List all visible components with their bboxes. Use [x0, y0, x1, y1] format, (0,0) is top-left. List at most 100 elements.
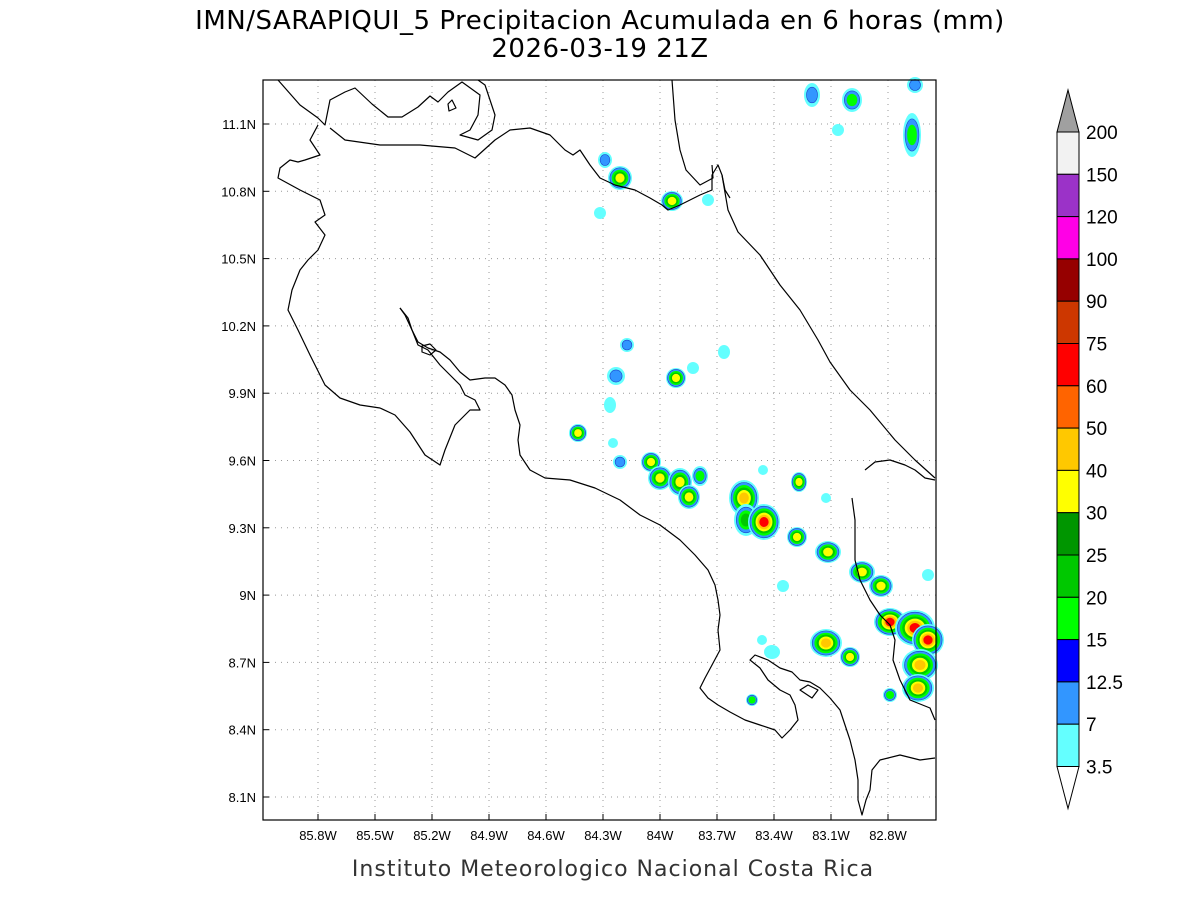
precip-cell — [832, 124, 844, 136]
precip-cell — [666, 368, 686, 388]
lake-nicaragua-shore — [278, 80, 495, 140]
lat-tick-label: 8.4N — [229, 723, 256, 738]
precip-contour — [777, 580, 789, 592]
lat-tick-label: 9.9N — [229, 386, 256, 401]
precip-cell — [594, 207, 606, 219]
legend-swatch — [1057, 640, 1079, 682]
precip-cell — [903, 113, 921, 157]
precip-contour — [846, 653, 854, 661]
precipitation-field — [569, 77, 944, 706]
legend-label: 90 — [1086, 292, 1107, 313]
precip-cell — [902, 674, 934, 702]
legend-label: 3.5 — [1086, 758, 1112, 779]
legend-swatch — [1057, 259, 1079, 301]
precip-cell — [840, 647, 860, 667]
lat-tick-label: 11.1N — [222, 117, 256, 132]
precip-cell — [687, 362, 699, 374]
legend-label: 15 — [1086, 631, 1107, 652]
precip-cell — [678, 485, 700, 509]
lake-island — [448, 100, 456, 111]
legend-label: 12.5 — [1086, 673, 1123, 694]
legend-label: 100 — [1086, 250, 1118, 271]
precip-contour — [807, 87, 818, 103]
lon-tick-label: 83.7W — [698, 828, 736, 843]
precip-contour — [655, 473, 664, 482]
precip-contour — [922, 569, 934, 581]
precip-contour — [574, 429, 582, 437]
latitude-ticks: 11.1N 10.8N 10.5N 10.2N 9.9N 9.6N 9.3N 9N 8.7N 8.… — [221, 117, 269, 805]
legend-swatch — [1057, 682, 1079, 724]
legend-label: 20 — [1086, 588, 1107, 609]
lon-tick-label: 83.1W — [812, 828, 850, 843]
nicoya-gulf — [400, 308, 935, 815]
legend-label: 150 — [1086, 165, 1118, 186]
precip-cell — [804, 83, 820, 107]
precip-contour — [758, 465, 768, 475]
legend-label: 200 — [1086, 123, 1118, 144]
precip-contour — [594, 207, 606, 219]
map-grid — [263, 80, 936, 820]
lat-tick-label: 10.2N — [221, 319, 256, 334]
precip-contour — [910, 80, 921, 91]
precip-cell — [791, 472, 807, 492]
precip-cell — [604, 397, 616, 413]
legend-label: 50 — [1086, 419, 1107, 440]
precip-contour — [672, 374, 680, 382]
precip-contour — [687, 362, 699, 374]
precip-cell — [608, 438, 618, 448]
precip-contour — [739, 493, 749, 504]
precip-contour — [821, 638, 831, 647]
precip-cell — [764, 645, 780, 659]
legend-label: 60 — [1086, 377, 1107, 398]
precip-cell — [702, 194, 714, 206]
precip-contour — [696, 471, 705, 482]
precip-contour — [610, 370, 622, 382]
caribbean-coast-north — [672, 80, 935, 478]
lon-tick-label: 84.9W — [470, 828, 508, 843]
precip-contour — [600, 155, 610, 166]
precip-contour — [915, 660, 926, 670]
precip-contour — [748, 696, 755, 703]
precip-contour — [876, 582, 885, 591]
precip-contour — [832, 124, 844, 136]
legend-under-arrow — [1057, 767, 1079, 809]
precip-cell — [810, 629, 842, 657]
precip-contour — [793, 533, 801, 541]
color-legend: 20015012010090756050403025201512.573.5 — [1057, 90, 1123, 809]
precip-cell — [758, 465, 768, 475]
precip-contour — [759, 517, 768, 527]
lat-tick-label: 9N — [239, 588, 256, 603]
legend-swatch — [1057, 513, 1079, 555]
precip-cell — [787, 527, 807, 547]
legend-swatch — [1057, 174, 1079, 216]
legend-label: 75 — [1086, 335, 1107, 356]
lat-tick-label: 8.7N — [229, 655, 256, 670]
coastline-borders — [278, 80, 935, 815]
legend-over-arrow — [1057, 90, 1079, 132]
precip-cell — [718, 345, 730, 359]
legend-swatch — [1057, 555, 1079, 597]
precip-contour — [913, 683, 923, 692]
precip-cell — [692, 466, 708, 486]
precip-cell — [746, 694, 758, 706]
legend-swatch — [1057, 386, 1079, 428]
precip-contour — [604, 397, 616, 413]
precip-contour — [821, 493, 831, 503]
legend-swatch — [1057, 428, 1079, 470]
precip-contour — [685, 492, 694, 501]
osa-peninsula — [800, 685, 818, 698]
precip-contour — [823, 548, 833, 557]
lat-tick-label: 9.6N — [229, 454, 256, 469]
precip-contour — [764, 645, 780, 659]
precip-contour — [615, 457, 625, 467]
lat-tick-label: 10.5N — [221, 252, 256, 267]
precip-cell — [613, 455, 627, 469]
legend-swatch — [1057, 132, 1079, 174]
precip-cell — [569, 424, 587, 442]
lat-tick-label: 10.8N — [221, 184, 256, 199]
precip-contour — [608, 438, 618, 448]
precip-contour — [668, 197, 677, 205]
precip-cell — [757, 635, 767, 645]
precip-contour — [886, 691, 894, 699]
